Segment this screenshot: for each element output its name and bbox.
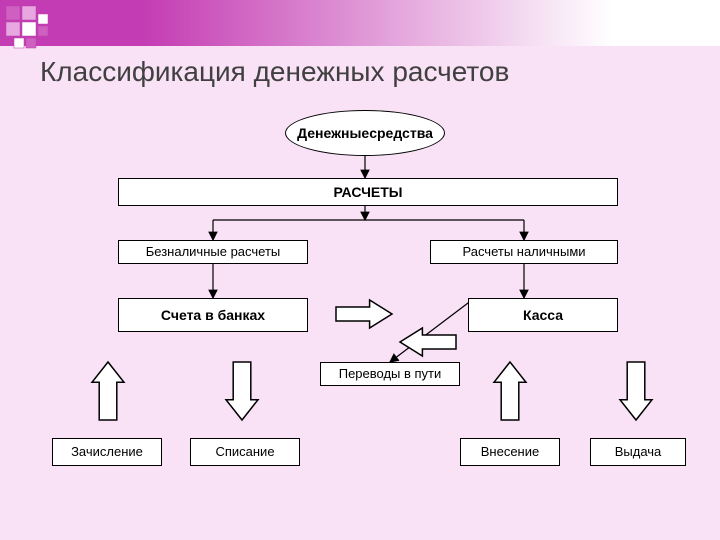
node-n4: Расчеты наличными (430, 240, 618, 264)
node-n5: Счета в банках (118, 298, 308, 332)
node-n2: РАСЧЕТЫ (118, 178, 618, 206)
corner-squares (0, 0, 100, 70)
node-n11: Выдача (590, 438, 686, 466)
node-n10: Внесение (460, 438, 560, 466)
node-n7: Переводы в пути (320, 362, 460, 386)
node-n6: Касса (468, 298, 618, 332)
node-n3: Безналичные расчеты (118, 240, 308, 264)
page-title: Классификация денежных расчетов (40, 56, 509, 88)
header-band (0, 0, 720, 46)
node-n9: Списание (190, 438, 300, 466)
node-n1: Денежныесредства (285, 110, 445, 156)
node-n8: Зачисление (52, 438, 162, 466)
